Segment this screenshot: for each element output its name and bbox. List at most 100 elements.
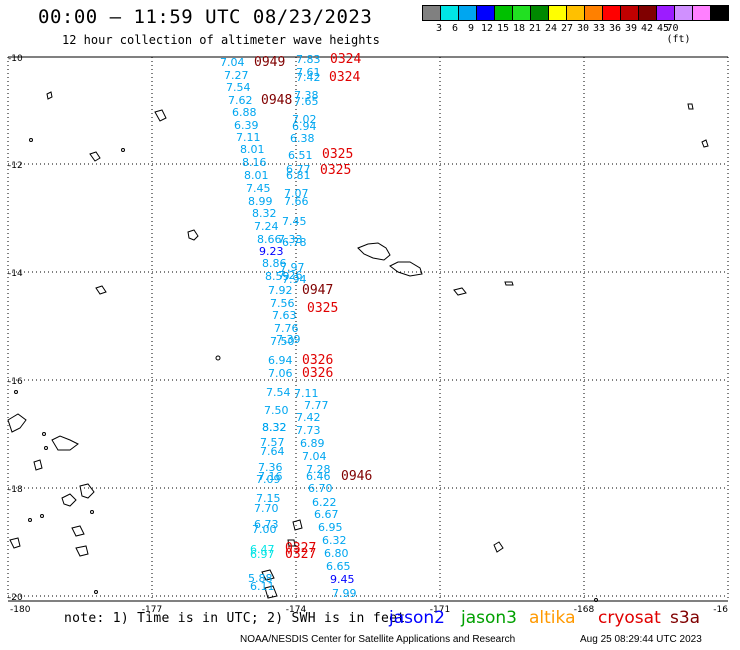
lon-label: -168 <box>574 605 595 615</box>
legend-label: 45 <box>656 23 670 34</box>
swh-readings: 7.047.277.547.626.886.397.118.018.168.01… <box>220 53 357 600</box>
swh-value: 6.67 <box>314 508 339 521</box>
pass-time-label: 0327 <box>285 541 316 556</box>
legend-label: 39 <box>624 23 638 34</box>
tonga-1 <box>261 569 275 581</box>
swh-value: 7.11 <box>236 131 261 144</box>
pass-time-label: 0948 <box>261 93 292 108</box>
swh-value: 7.24 <box>254 220 279 233</box>
swh-value: 7.02 <box>292 113 317 126</box>
swh-value: 5.88 <box>248 572 273 585</box>
swh-value: 6.97 <box>250 548 275 561</box>
island-east <box>453 287 467 296</box>
swh-value: 6.94 <box>292 120 317 133</box>
fiji-3 <box>33 459 43 471</box>
pass-time-label: 0325 <box>320 163 351 178</box>
axis-labels: -10 -12 -14 -16 -18 -20 -180 -177 -174 -171 -168 -1… <box>8 54 728 615</box>
legend-label: 21 <box>528 23 542 34</box>
lon-label: -180 <box>10 605 31 615</box>
lat-lon-grid <box>7 56 729 601</box>
swh-value: 7.56 <box>270 297 295 310</box>
tonga-4 <box>287 539 296 547</box>
islet-9 <box>90 510 94 514</box>
fiji-8 <box>75 545 89 557</box>
legend-label: 3 <box>435 23 443 34</box>
islet-10 <box>14 390 18 394</box>
swh-value: 7.04 <box>302 450 327 463</box>
island-north-2 <box>154 109 167 122</box>
islet-3 <box>29 138 33 142</box>
swh-value: 6.80 <box>324 547 349 560</box>
legend-label: 42 <box>640 23 654 34</box>
swh-value: 7.09 <box>256 473 281 486</box>
swh-value: 7.63 <box>272 309 297 322</box>
fiji-4 <box>61 493 77 507</box>
swh-value: 7.50 <box>270 335 295 348</box>
lon-label: -171 <box>430 605 450 615</box>
swh-value: 7.06 <box>268 367 293 380</box>
samoa-island-savaii <box>389 261 423 277</box>
pass-time-label: 0324 <box>329 70 360 85</box>
swh-value: 7.04 <box>220 56 245 69</box>
swh-value: 7.07 <box>284 187 309 200</box>
swh-value: 7.73 <box>296 424 321 437</box>
legend-label: 30 <box>576 23 590 34</box>
swh-value: 7.77 <box>304 399 329 412</box>
swh-value: 7.97 <box>280 261 305 274</box>
islet-7 <box>40 514 44 518</box>
tonga-3 <box>292 519 303 531</box>
swh-value: 7.76 <box>274 322 299 335</box>
islet-1 <box>215 355 221 361</box>
satellite-jason2: jason2 <box>389 608 445 628</box>
swh-value: 6.88 <box>232 106 257 119</box>
swh-value: 8.32 <box>262 421 287 434</box>
lon-label: -16 <box>713 605 728 615</box>
pass-time-label: 0326 <box>302 366 333 381</box>
fiji-7 <box>71 525 85 537</box>
map-subtitle: 12 hour collection of altimeter wave hei… <box>62 33 380 47</box>
island-far-east-2 <box>701 139 709 148</box>
swh-value: 8.16 <box>242 156 267 169</box>
swh-value: 7.62 <box>228 94 253 107</box>
map-note: note: 1) Time is in UTC; 2) SWH is in fe… <box>64 611 406 626</box>
swh-value: 7.39 <box>276 333 301 346</box>
legend-swatch <box>710 5 729 21</box>
island-east-2 <box>504 281 514 286</box>
swh-value: 6.81 <box>286 169 311 182</box>
swh-value: 7.26 <box>278 269 303 282</box>
lat-label: -12 <box>8 161 23 171</box>
swh-value: 6.39 <box>234 119 259 132</box>
swh-value: 6.77 <box>286 163 311 176</box>
swh-value: 7.99 <box>332 587 357 600</box>
tonga-2 <box>264 585 278 599</box>
samoa-island-upolu <box>357 242 391 261</box>
lat-label: -18 <box>8 485 23 495</box>
swh-value: 7.28 <box>306 463 331 476</box>
pass-time-label: 0327 <box>285 547 316 562</box>
swh-value: 7.15 <box>256 492 281 505</box>
swh-value: 7.83 <box>296 53 321 66</box>
swh-value: 6.73 <box>254 518 279 531</box>
lon-label: -174 <box>286 605 307 615</box>
swh-value: 6.22 <box>312 496 337 509</box>
swh-value: 7.45 <box>282 215 307 228</box>
swh-value: 7.33 <box>278 233 303 246</box>
swh-value: 7.42 <box>296 411 321 424</box>
pass-time-label: 0325 <box>307 301 338 316</box>
legend-label: 36 <box>608 23 622 34</box>
swh-value: 6.94 <box>268 354 293 367</box>
fiji-1 <box>7 413 27 433</box>
swh-value: 7.57 <box>260 436 285 449</box>
footer-credit: NOAA/NESDIS Center for Satellite Applica… <box>240 634 516 645</box>
swh-value: 8.01 <box>244 169 269 182</box>
swh-value: 6.70 <box>308 482 333 495</box>
islet-4 <box>42 432 46 436</box>
island-north-1 <box>89 151 101 162</box>
swh-value: 7.92 <box>268 284 293 297</box>
swh-value: 8.99 <box>248 195 273 208</box>
swh-value: 6.78 <box>282 236 307 249</box>
swh-value: 6.51 <box>288 149 313 162</box>
swh-value: 6.95 <box>318 521 343 534</box>
legend-label: 70 (ft) <box>666 23 691 45</box>
